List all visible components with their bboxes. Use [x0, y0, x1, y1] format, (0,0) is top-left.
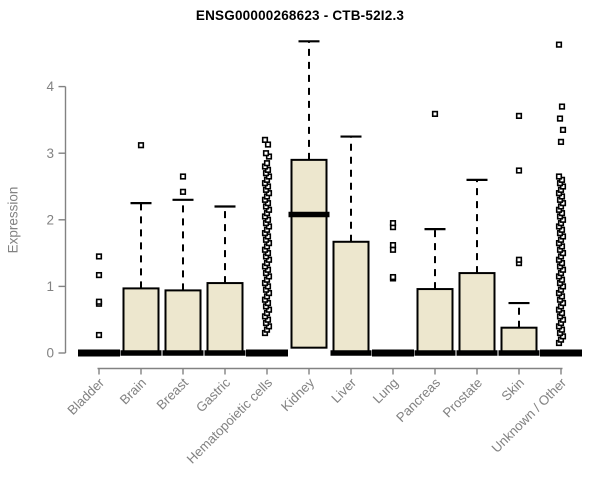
- collapsed-box-hematopoietic-cells: [246, 349, 288, 357]
- x-tick-label-liver: Liver: [328, 375, 359, 406]
- box-prostate: [458, 272, 496, 354]
- outlier-point-bladder: [95, 271, 103, 279]
- y-tick-label: 1: [46, 279, 54, 294]
- outlier-point-hematopoietic-cells: [263, 160, 271, 167]
- outlier-point-unknown-other: [556, 115, 564, 122]
- y-tick-label: 2: [46, 212, 54, 227]
- outlier-point-breast: [179, 188, 187, 195]
- box-skin: [500, 326, 538, 354]
- x-tick-label-bladder: Bladder: [64, 375, 107, 418]
- outlier-point-unknown-other: [558, 103, 566, 110]
- y-tick-label: 3: [46, 146, 54, 161]
- x-tick-label-brain: Brain: [117, 375, 149, 407]
- outlier-point-breast: [179, 173, 187, 180]
- box-gastric: [206, 282, 244, 355]
- outlier-point-hematopoietic-cells: [261, 136, 269, 143]
- box-brain: [122, 287, 160, 355]
- outlier-point-hematopoietic-cells: [262, 150, 270, 157]
- outlier-point-lung: [389, 242, 397, 249]
- chart-title: ENSG00000268623 - CTB-52I2.3: [195, 8, 405, 23]
- box-liver: [332, 240, 370, 354]
- outlier-point-lung: [389, 220, 397, 227]
- box-kidney: [290, 158, 328, 349]
- outlier-point-skin: [515, 256, 523, 263]
- outlier-point-lung: [389, 273, 397, 281]
- outlier-point-unknown-other: [559, 126, 567, 133]
- collapsed-box-unknown-other: [540, 349, 582, 357]
- outlier-point-bladder: [95, 253, 103, 260]
- box-pancreas: [416, 288, 454, 354]
- x-tick-label-lung: Lung: [370, 375, 401, 406]
- outlier-point-unknown-other: [555, 41, 563, 48]
- x-tick-label-skin: Skin: [498, 375, 527, 404]
- x-tick-label-unknown-other: Unknown / Other: [489, 375, 570, 456]
- outlier-point-bladder: [95, 298, 103, 305]
- x-tick-label-gastric: Gastric: [193, 375, 233, 415]
- x-tick-label-breast: Breast: [154, 375, 192, 413]
- box-breast: [164, 289, 202, 354]
- collapsed-box-bladder: [78, 349, 120, 357]
- outlier-point-unknown-other: [555, 173, 563, 180]
- outlier-point-pancreas: [431, 110, 439, 118]
- x-tick-label-kidney: Kidney: [278, 375, 317, 414]
- outlier-point-skin: [515, 112, 523, 120]
- x-tick-label-pancreas: Pancreas: [393, 375, 443, 425]
- outlier-point-unknown-other: [557, 138, 565, 145]
- y-tick-label: 0: [46, 346, 54, 361]
- collapsed-box-lung: [372, 349, 414, 357]
- outlier-point-skin: [515, 167, 523, 174]
- y-tick-label: 4: [46, 79, 54, 94]
- outlier-point-bladder: [95, 331, 103, 339]
- outlier-point-brain: [137, 142, 145, 149]
- x-tick-label-prostate: Prostate: [440, 375, 485, 420]
